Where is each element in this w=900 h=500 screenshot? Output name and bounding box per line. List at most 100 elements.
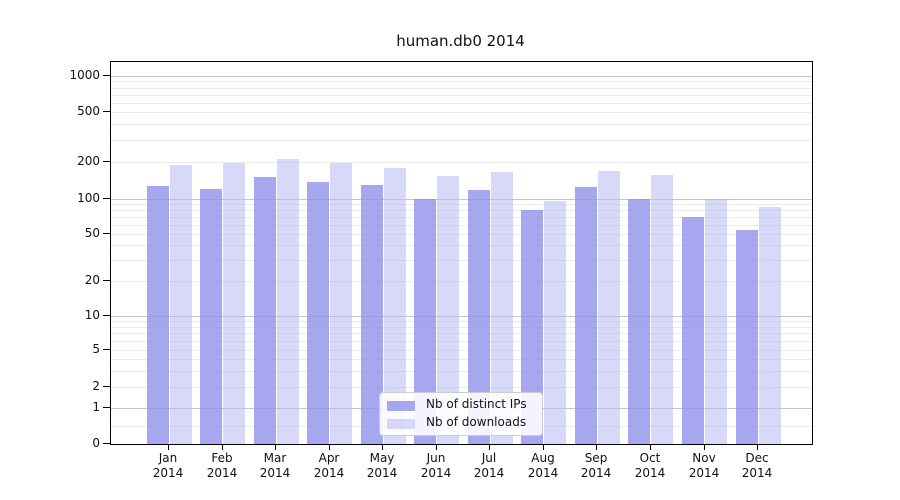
- bar-downloads-jun: [437, 176, 459, 444]
- x-tick-label-apr: Apr 2014: [313, 451, 345, 480]
- y-tick-mark-1: [103, 407, 110, 408]
- x-tick-mark-sep: [596, 444, 597, 450]
- x-tick-mark-aug: [543, 444, 544, 450]
- y-tick-mark-2: [103, 386, 110, 387]
- y-tick-mark-1000: [103, 75, 110, 76]
- minor-gridline-60: [111, 225, 812, 226]
- y-tick-mark-20: [103, 280, 110, 281]
- x-tick-mark-apr: [329, 444, 330, 450]
- minor-gridline-300: [111, 140, 812, 141]
- x-tick-label-aug: Aug 2014: [527, 451, 559, 480]
- x-tick-label-jan: Jan 2014: [152, 451, 184, 480]
- legend-swatch-distinct-ips: [387, 401, 415, 411]
- plot-area: Nb of distinct IPs Nb of downloads: [110, 61, 813, 445]
- major-gridline-100: [111, 199, 812, 200]
- legend-item-distinct-ips: Nb of distinct IPs: [380, 397, 542, 414]
- bar-distinct-ips-nov: [682, 217, 704, 444]
- x-tick-label-sep: Sep 2014: [580, 451, 612, 480]
- x-tick-mark-jan: [168, 444, 169, 450]
- minor-gridline-500: [111, 112, 812, 113]
- bar-downloads-nov: [705, 199, 727, 444]
- bar-downloads-jul: [491, 172, 513, 444]
- legend-item-downloads: Nb of downloads: [380, 415, 542, 432]
- minor-gridline-6: [111, 341, 812, 342]
- y-tick-label-1: 1: [92, 400, 100, 414]
- minor-gridline-20: [111, 281, 812, 282]
- x-tick-label-oct: Oct 2014: [634, 451, 666, 480]
- x-tick-mark-nov: [704, 444, 705, 450]
- minor-gridline-50: [111, 234, 812, 235]
- bar-distinct-ips-jul: [468, 190, 490, 444]
- bar-downloads-sep: [598, 171, 620, 444]
- x-tick-mark-jun: [436, 444, 437, 450]
- x-tick-mark-may: [382, 444, 383, 450]
- bar-downloads-aug: [544, 201, 566, 444]
- bar-downloads-jan: [170, 165, 192, 444]
- y-tick-label-200: 200: [77, 154, 100, 168]
- legend-label-downloads: Nb of downloads: [426, 415, 527, 429]
- minor-gridline-7: [111, 333, 812, 334]
- minor-gridline-80: [111, 210, 812, 211]
- minor-gridline-2: [111, 387, 812, 388]
- y-tick-mark-0: [103, 443, 110, 444]
- bar-distinct-ips-feb: [200, 189, 222, 444]
- y-tick-label-20: 20: [84, 273, 100, 287]
- y-tick-mark-200: [103, 161, 110, 162]
- y-tick-label-10: 10: [84, 308, 100, 322]
- x-tick-label-dec: Dec 2014: [741, 451, 773, 480]
- y-tick-label-100: 100: [77, 191, 100, 205]
- minor-gridline-8: [111, 327, 812, 328]
- bar-downloads-oct: [651, 175, 673, 444]
- y-tick-label-5: 5: [92, 342, 100, 356]
- minor-gridline-70: [111, 217, 812, 218]
- bar-distinct-ips-aug: [521, 210, 543, 444]
- major-gridline-1000: [111, 76, 812, 77]
- minor-gridline-30: [111, 260, 812, 261]
- minor-gridline-900: [111, 81, 812, 82]
- x-tick-mark-oct: [650, 444, 651, 450]
- bar-downloads-may: [384, 168, 406, 444]
- minor-gridline-4: [111, 359, 812, 360]
- minor-gridline-700: [111, 95, 812, 96]
- x-tick-label-nov: Nov 2014: [688, 451, 720, 480]
- legend: Nb of distinct IPs Nb of downloads: [379, 392, 543, 436]
- y-tick-label-50: 50: [84, 226, 100, 240]
- bar-downloads-mar: [277, 159, 299, 444]
- minor-gridline-5: [111, 350, 812, 351]
- x-tick-label-jun: Jun 2014: [420, 451, 452, 480]
- bar-distinct-ips-jun: [414, 199, 436, 444]
- bar-distinct-ips-oct: [628, 199, 650, 444]
- minor-gridline-600: [111, 103, 812, 104]
- legend-label-distinct-ips: Nb of distinct IPs: [426, 397, 527, 411]
- legend-swatch-downloads: [387, 419, 415, 429]
- minor-gridline-400: [111, 124, 812, 125]
- y-tick-label-0: 0: [92, 436, 100, 450]
- y-tick-mark-50: [103, 233, 110, 234]
- y-tick-mark-500: [103, 111, 110, 112]
- bar-distinct-ips-mar: [254, 177, 276, 444]
- major-gridline-10: [111, 316, 812, 317]
- minor-gridline-200: [111, 162, 812, 163]
- x-tick-mark-dec: [757, 444, 758, 450]
- minor-gridline-800: [111, 88, 812, 89]
- minor-gridline-9: [111, 321, 812, 322]
- bar-downloads-apr: [330, 163, 352, 444]
- bar-distinct-ips-jan: [147, 186, 169, 444]
- x-tick-label-may: May 2014: [366, 451, 398, 480]
- bar-downloads-dec: [759, 207, 781, 444]
- y-tick-mark-5: [103, 349, 110, 350]
- bar-distinct-ips-sep: [575, 187, 597, 444]
- x-tick-mark-mar: [275, 444, 276, 450]
- x-tick-label-jul: Jul 2014: [473, 451, 505, 480]
- y-tick-label-500: 500: [77, 104, 100, 118]
- y-tick-label-2: 2: [92, 379, 100, 393]
- y-tick-label-1000: 1000: [69, 68, 100, 82]
- x-tick-label-feb: Feb 2014: [206, 451, 238, 480]
- x-tick-label-mar: Mar 2014: [259, 451, 291, 480]
- bar-distinct-ips-apr: [307, 182, 329, 444]
- minor-gridline-40: [111, 245, 812, 246]
- y-tick-mark-10: [103, 315, 110, 316]
- x-tick-mark-feb: [222, 444, 223, 450]
- minor-gridline-90: [111, 204, 812, 205]
